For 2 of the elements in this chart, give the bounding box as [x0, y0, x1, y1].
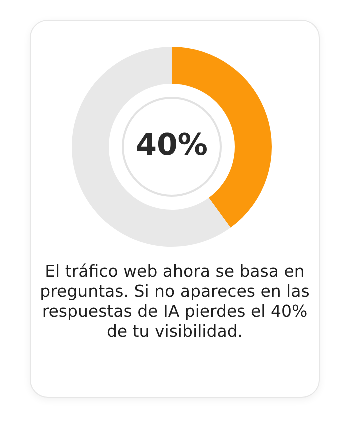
- text: El tráfico web ahora se basa en preguntas. Si no apareces en las respuestas de IA pierdes el 40% de tu visibilidad.: [40, 262, 310, 342]
- data-label: 40%: [136, 128, 208, 163]
